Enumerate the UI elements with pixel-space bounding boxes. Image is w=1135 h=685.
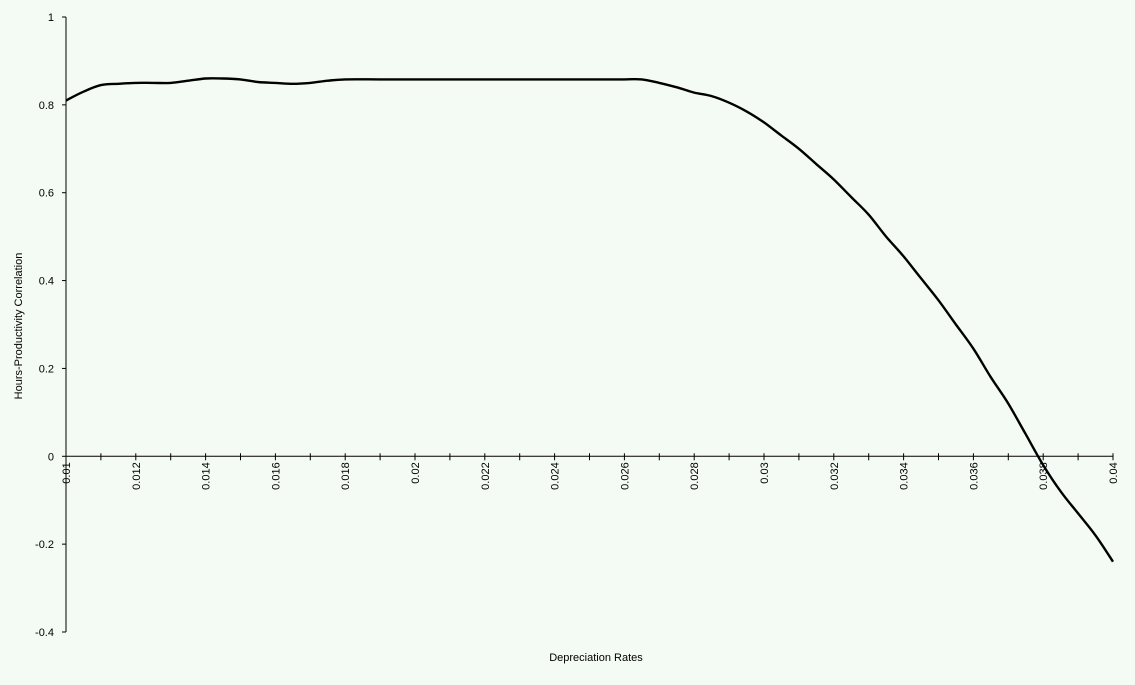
y-tick-label: 0.2 bbox=[39, 363, 54, 375]
x-tick-label: 0.028 bbox=[689, 462, 701, 490]
x-tick-label: 0.018 bbox=[340, 462, 352, 490]
x-tick-label: 0.01 bbox=[61, 462, 73, 483]
x-tick-label: 0.012 bbox=[131, 462, 143, 490]
x-tick-label: 0.016 bbox=[270, 462, 282, 490]
x-tick-label: 0.038 bbox=[1038, 462, 1050, 490]
y-axis: 1 0.8 0.6 0.4 0.2 0 -0.2 -0.4 bbox=[35, 12, 67, 639]
x-tick-label: 0.014 bbox=[201, 462, 213, 490]
x-axis-title: Depreciation Rates bbox=[549, 652, 643, 664]
y-tick-label: -0.4 bbox=[35, 627, 54, 639]
x-tick-label: 0.026 bbox=[619, 462, 631, 490]
y-axis-title: Hours-Productivity Correlation bbox=[13, 253, 25, 400]
correlation-series-line bbox=[65, 77, 1115, 563]
x-tick-label: 0.04 bbox=[1108, 462, 1120, 483]
x-tick-label: 0.032 bbox=[829, 462, 841, 490]
x-axis: 0.01 0.012 0.014 0.016 0.018 0.02 0.022 0.024 0.… bbox=[61, 453, 1120, 490]
x-tick-label: 0.024 bbox=[550, 462, 562, 490]
y-tick-label: 0.6 bbox=[39, 188, 54, 200]
x-tick-label: 0.02 bbox=[410, 462, 422, 483]
y-tick-label: 0 bbox=[48, 451, 54, 463]
y-tick-label: 1 bbox=[48, 12, 54, 24]
y-tick-label: 0.8 bbox=[39, 100, 54, 112]
y-tick-label: 0.4 bbox=[39, 276, 54, 288]
x-tick-label: 0.022 bbox=[480, 462, 492, 490]
y-tick-label: -0.2 bbox=[35, 539, 54, 551]
x-tick-label: 0.03 bbox=[759, 462, 771, 483]
x-tick-label: 0.034 bbox=[899, 462, 911, 490]
x-tick-label: 0.036 bbox=[968, 462, 980, 490]
